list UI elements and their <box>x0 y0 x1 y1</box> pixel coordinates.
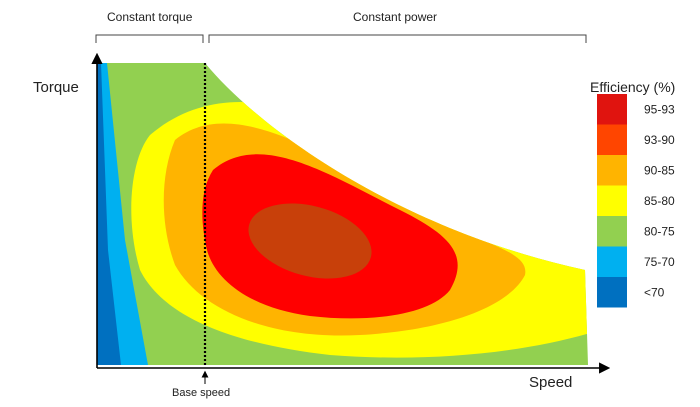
legend-label: 85-80 <box>644 194 675 208</box>
legend-title: Efficiency (%) <box>590 79 675 95</box>
region-95-93 <box>248 203 372 279</box>
axes: Torque Speed <box>33 52 611 391</box>
legend-label: 80-75 <box>644 224 675 238</box>
region-brackets: Constant torque Constant power <box>95 10 587 43</box>
constant-torque-label: Constant torque <box>107 10 193 24</box>
constant-power-bracket <box>208 34 587 43</box>
legend-label: 95-93 <box>644 102 675 116</box>
base-speed-label: Base speed <box>172 387 230 399</box>
legend-swatch <box>597 216 627 247</box>
legend-label: 75-70 <box>644 255 675 269</box>
legend-swatch <box>597 124 627 155</box>
y-axis-title: Torque <box>33 79 79 96</box>
legend-label: 90-85 <box>644 163 675 177</box>
constant-torque-bracket <box>95 34 204 43</box>
efficiency-legend: Efficiency (%) 95-93 93-90 90-85 85-80 80-75… <box>590 79 675 308</box>
efficiency-contours <box>97 63 588 365</box>
legend-swatch <box>597 155 627 186</box>
base-speed-marker: Base speed <box>172 63 230 399</box>
legend-swatch <box>597 94 627 125</box>
legend-swatch <box>597 185 627 216</box>
legend-label: 93-90 <box>644 133 675 147</box>
legend-swatch <box>597 277 627 308</box>
constant-power-label: Constant power <box>353 10 437 24</box>
legend-label: <70 <box>644 285 665 299</box>
legend-swatch <box>597 246 627 277</box>
x-axis-title: Speed <box>529 374 572 391</box>
region-less-than-70 <box>97 63 121 365</box>
